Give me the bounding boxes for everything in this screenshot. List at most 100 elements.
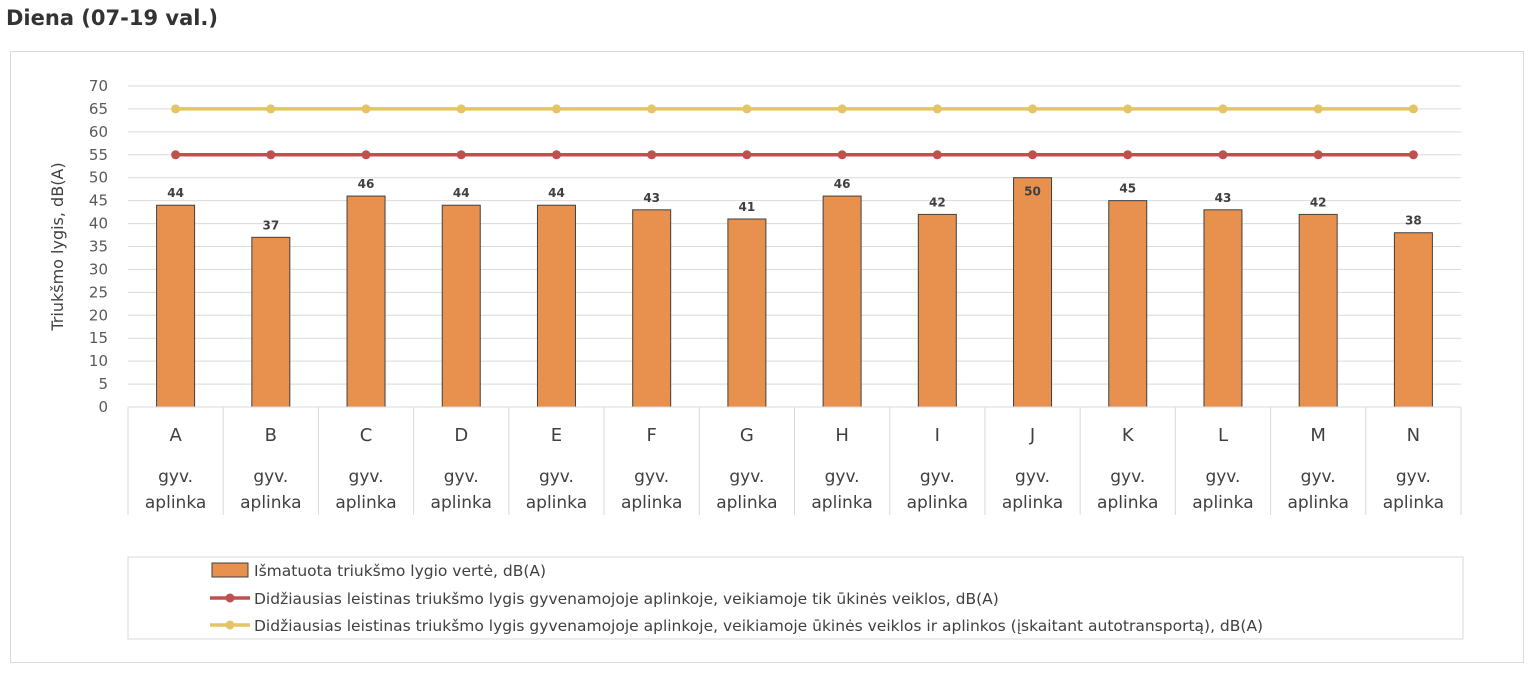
x-sublabel: gyv. [1396, 467, 1431, 487]
line-point [266, 150, 276, 160]
line-point [1313, 104, 1323, 114]
bar [822, 195, 862, 408]
y-tick-label: 10 [89, 352, 108, 370]
line-point [361, 104, 371, 114]
data-label: 45 [1119, 182, 1136, 196]
data-label: 38 [1405, 214, 1422, 228]
bar [727, 218, 767, 408]
line-point [551, 104, 561, 114]
y-tick-label: 55 [89, 146, 108, 164]
data-label: 37 [262, 218, 279, 232]
x-tick-label: N [1407, 425, 1420, 446]
line-series [171, 104, 1418, 160]
x-sublabel: gyv. [444, 467, 479, 487]
line-point [837, 104, 847, 114]
chart-area: 0 5 10 15 20 25 30 35 40 45 50 55 60 65 70 Triukšmo lyg… [10, 51, 1524, 663]
x-tick-label: B [265, 425, 277, 446]
line-point [742, 150, 752, 160]
line-point [932, 104, 942, 114]
x-sublabel: aplinka [145, 493, 206, 513]
x-tick-label: H [835, 425, 849, 446]
y-tick-label: 65 [89, 100, 108, 118]
y-tick-label: 15 [89, 329, 108, 347]
data-label: 46 [834, 177, 851, 191]
x-sublabel: aplinka [1287, 493, 1348, 513]
legend-entry: Išmatuota triukšmo lygio vertė, dB(A) [254, 562, 546, 580]
x-sublabel: aplinka [907, 493, 968, 513]
noise-level-chart: 0 5 10 15 20 25 30 35 40 45 50 55 60 65 70 Triukšmo lyg… [48, 77, 1464, 640]
line-point [1028, 104, 1038, 114]
line-point [1218, 104, 1228, 114]
bar [1298, 213, 1338, 408]
line-point [361, 150, 371, 160]
legend-entry: Didžiausias leistinas triukšmo lygis gyv… [254, 617, 1263, 635]
data-label: 50 [1024, 185, 1041, 199]
line-point [266, 104, 276, 114]
x-tick-label: C [360, 425, 373, 446]
bar [917, 213, 957, 408]
line-point [932, 150, 942, 160]
y-axis-label: Triukšmo lygis, dB(A) [48, 162, 67, 331]
x-tick-label: F [646, 425, 656, 446]
x-sublabel: gyv. [825, 467, 860, 487]
line-point [1313, 150, 1323, 160]
data-label: 42 [929, 195, 946, 209]
x-sublabel: gyv. [1301, 467, 1336, 487]
x-tick-label: M [1310, 425, 1326, 446]
bar [536, 204, 576, 408]
x-tick-label: J [1029, 425, 1035, 446]
y-tick-label: 60 [89, 123, 108, 141]
y-tick-label: 35 [89, 238, 108, 256]
bar-series: 44 37 46 44 44 43 41 46 42 50 45 43 42 38 [156, 177, 1433, 408]
legend-swatch [211, 562, 249, 578]
legend-box [127, 556, 1464, 640]
data-label: 43 [643, 191, 660, 205]
data-label: 42 [1310, 195, 1327, 209]
gridlines [128, 85, 1461, 408]
legend: Išmatuota triukšmo lygio vertė, dB(A) Did… [127, 556, 1464, 640]
y-tick-label: 45 [89, 192, 108, 210]
y-tick-label: 30 [89, 260, 108, 278]
line-point [647, 150, 657, 160]
line-point [1218, 150, 1228, 160]
x-sublabel: gyv. [349, 467, 384, 487]
bar [346, 195, 386, 408]
x-tick-label: E [551, 425, 562, 446]
bar [441, 204, 481, 408]
y-tick-label: 20 [89, 306, 108, 324]
x-tick-label: A [169, 425, 182, 446]
legend-entry: Didžiausias leistinas triukšmo lygis gyv… [254, 590, 999, 608]
line-point [647, 104, 657, 114]
x-sublabel: gyv. [1205, 467, 1240, 487]
x-sublabel: gyv. [729, 467, 764, 487]
x-sublabel: aplinka [1002, 493, 1063, 513]
x-sublabel: aplinka [1097, 493, 1158, 513]
x-sublabel: aplinka [621, 493, 682, 513]
x-tick-label: I [935, 425, 940, 446]
y-tick-label: 50 [89, 169, 108, 187]
line-point [171, 104, 181, 114]
y-axis: 0 5 10 15 20 25 30 35 40 45 50 55 60 65 70 Triukšmo lyg… [48, 77, 108, 416]
x-sublabel: aplinka [335, 493, 396, 513]
bar [1393, 232, 1433, 408]
data-label: 44 [548, 186, 565, 200]
line-point [1408, 104, 1418, 114]
line-point [837, 150, 847, 160]
x-tick-label: L [1218, 425, 1228, 446]
bar [632, 209, 672, 408]
bar [1108, 200, 1148, 408]
x-sublabel: gyv. [1015, 467, 1050, 487]
x-sublabel: gyv. [1110, 467, 1145, 487]
x-sublabel: gyv. [634, 467, 669, 487]
line-point [171, 150, 181, 160]
page-title: Diena (07-19 val.) [6, 6, 219, 30]
legend-marker [225, 620, 235, 630]
bar [156, 204, 196, 408]
line-point [1028, 150, 1038, 160]
x-sublabel: gyv. [920, 467, 955, 487]
x-sublabel: aplinka [716, 493, 777, 513]
data-label: 43 [1215, 191, 1232, 205]
x-tick-label: K [1122, 425, 1135, 446]
y-tick-label: 70 [89, 77, 108, 95]
